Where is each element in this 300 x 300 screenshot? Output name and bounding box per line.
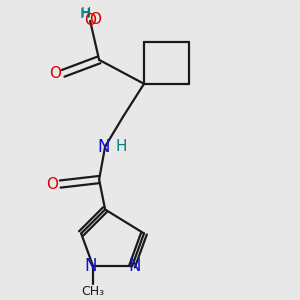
Text: O: O [49,66,61,81]
Text: N: N [84,257,96,275]
Text: H: H [116,139,127,154]
Text: N: N [98,138,110,156]
Text: O: O [84,13,96,28]
Text: O: O [88,12,101,27]
Text: O: O [46,177,58,192]
Text: N: N [129,257,141,275]
Text: H: H [80,6,91,20]
Text: CH₃: CH₃ [82,285,105,298]
Text: H: H [80,8,90,21]
